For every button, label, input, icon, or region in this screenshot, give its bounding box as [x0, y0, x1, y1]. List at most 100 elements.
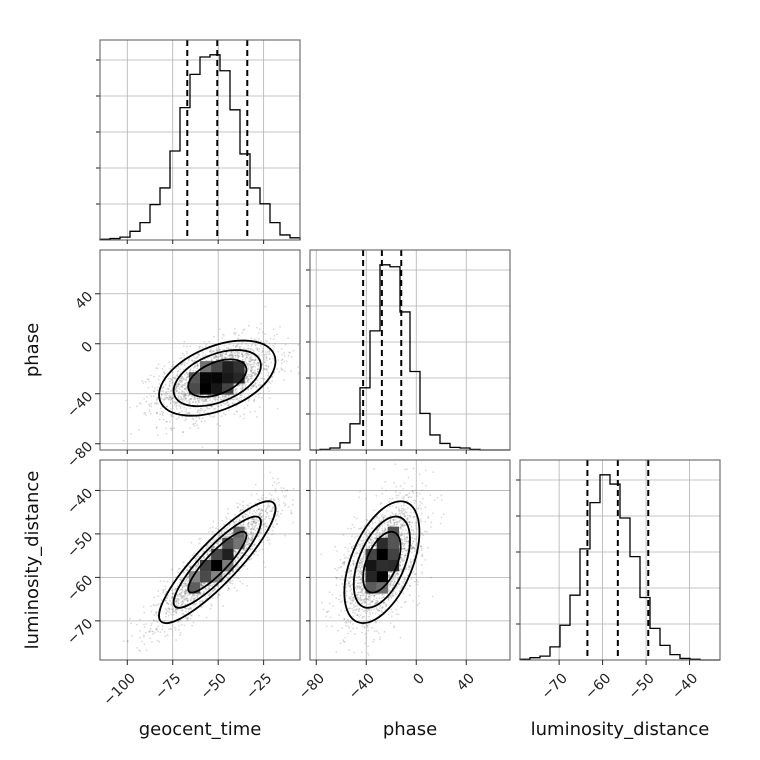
sample-point [218, 425, 221, 427]
sample-point [208, 587, 211, 590]
sample-point [236, 345, 238, 348]
sample-point [229, 351, 232, 353]
sample-point [248, 537, 250, 540]
sample-point [394, 463, 397, 465]
sample-point [236, 398, 239, 401]
sample-point [274, 490, 277, 492]
histogram-step-line [310, 264, 510, 451]
sample-point [353, 526, 356, 529]
sample-point [358, 571, 361, 574]
sample-point [230, 350, 233, 353]
sample-point [176, 370, 179, 373]
sample-point [173, 400, 176, 403]
sample-point [162, 418, 165, 421]
sample-point [242, 506, 245, 509]
sample-point [171, 405, 174, 408]
sample-point [164, 588, 167, 590]
sample-point [176, 408, 178, 410]
sample-point [162, 403, 165, 406]
sample-point [185, 410, 188, 413]
sample-point [191, 359, 194, 362]
sample-point [155, 399, 158, 401]
sample-point [256, 527, 259, 530]
sample-point [183, 340, 186, 343]
sample-point [250, 374, 253, 377]
sample-point [189, 618, 192, 620]
sample-point [147, 386, 150, 389]
sample-point [175, 377, 177, 380]
sample-point [157, 378, 160, 381]
sample-point [139, 650, 142, 652]
sample-point [416, 583, 419, 586]
sample-point [233, 354, 235, 357]
sample-point [381, 527, 384, 530]
sample-point [171, 592, 174, 595]
sample-point [227, 508, 230, 511]
sample-point [251, 369, 254, 371]
sample-point [141, 379, 144, 382]
sample-point [282, 379, 285, 381]
sample-point [420, 549, 423, 552]
sample-point [214, 398, 217, 401]
sample-point [194, 398, 197, 401]
sample-point [239, 503, 241, 506]
sample-point [235, 354, 237, 357]
sample-point [157, 590, 160, 592]
sample-point [211, 531, 214, 533]
sample-point [159, 580, 162, 582]
sample-point [219, 354, 222, 357]
sample-point [196, 356, 198, 359]
sample-point [185, 376, 188, 379]
sample-point [246, 380, 249, 382]
sample-point [261, 363, 264, 365]
sample-point [188, 359, 190, 362]
sample-point [184, 387, 186, 390]
sample-point [198, 614, 200, 617]
sample-point [163, 631, 166, 633]
sample-point [162, 375, 164, 378]
sample-point [236, 411, 239, 413]
sample-point [200, 407, 203, 410]
sample-point [224, 403, 227, 406]
sample-point [198, 346, 200, 348]
sample-point [165, 391, 167, 394]
sample-point [161, 412, 164, 415]
sample-point [189, 398, 192, 401]
sample-point [424, 530, 426, 533]
sample-point [185, 386, 188, 389]
sample-point [331, 593, 334, 596]
sample-point [277, 481, 280, 484]
sample-point [227, 587, 230, 590]
sample-point [194, 422, 197, 425]
sample-point [173, 427, 175, 430]
sample-point [163, 393, 166, 395]
sample-point [175, 639, 178, 641]
sample-point [243, 407, 246, 409]
sample-point [241, 352, 243, 354]
sample-point [219, 355, 222, 357]
sample-point [169, 413, 172, 416]
sample-point [267, 515, 270, 518]
sample-point [254, 512, 257, 514]
sample-point [259, 377, 262, 380]
sample-point [184, 397, 187, 400]
sample-point [237, 337, 239, 340]
sample-point [164, 635, 167, 638]
sample-point [191, 395, 194, 398]
sample-point [177, 383, 180, 386]
sample-point [161, 387, 163, 390]
sample-point [169, 420, 171, 423]
sample-point [200, 410, 202, 412]
sample-point [365, 636, 368, 639]
sample-point [231, 403, 234, 405]
sample-point [243, 413, 246, 416]
sample-point [283, 355, 286, 357]
sample-point [241, 332, 244, 334]
sample-point [250, 536, 253, 539]
sample-point [214, 588, 217, 590]
sample-point [268, 492, 271, 495]
sample-point [156, 367, 159, 370]
scatter-panel-geocent_time-vs-luminosity_distance [99, 459, 301, 661]
sample-point [162, 591, 164, 594]
sample-point [206, 553, 209, 555]
